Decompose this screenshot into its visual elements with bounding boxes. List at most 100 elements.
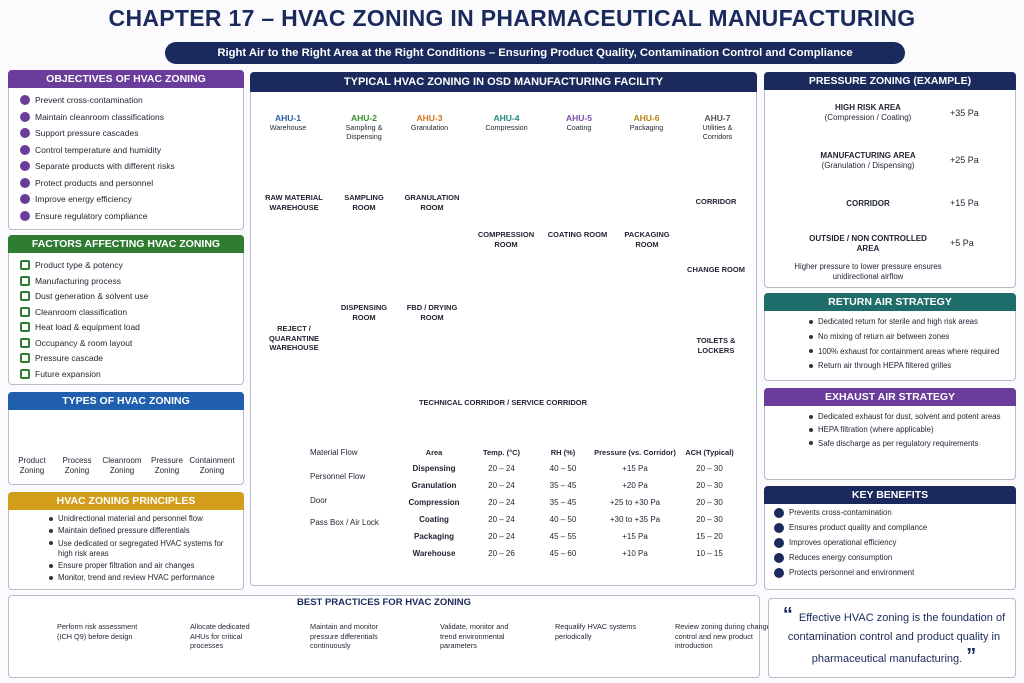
panel [8,70,244,230]
subtitle-banner: Right Air to the Right Area at the Right… [165,42,905,64]
item-icon [20,368,30,379]
table-cell-text: 20 – 24 [488,481,515,490]
table-header: RH (%) [550,448,576,457]
pressure-zone-sub: (Granulation / Dispensing) [821,160,915,170]
table-cell-text: 35 – 45 [549,498,577,507]
list-item: Safe discharge as per regulatory require… [808,439,1012,449]
bullet [49,529,53,534]
table-cell-text: 20 – 30 [696,464,723,473]
bullet [49,564,53,569]
table-cell-text: 45 – 55 [549,532,577,541]
list-item: Prevents cross-contamination [774,508,1010,518]
list-item: Separate products with different risks [20,161,180,172]
check-icon [774,508,784,518]
practice-text: Review zoning during change control and … [675,622,771,650]
table-header: Pressure (vs. Corridor) [594,448,676,457]
practice-text: Perform risk assessment (ICH Q9) before … [57,622,138,641]
ahu-id: AHU-6 [633,113,660,123]
list-item: Control temperature and humidity [20,144,180,156]
room-label: GRANULATION ROOM [404,193,460,212]
bullet [809,364,813,369]
practice-text: Maintain and monitor pressure differenti… [310,622,379,650]
table-cell-text: 45 – 60 [549,549,577,558]
panel-header: FACTORS AFFECTING HVAC ZONING [8,235,244,253]
list: Unidirectional material and personnel fl… [48,514,238,586]
pressure-zone-label: CORRIDOR [846,198,890,208]
legend-label: Door [310,496,328,505]
list-item: Improve energy efficiency [20,194,180,205]
page-title: CHAPTER 17 – HVAC ZONING IN PHARMACEUTIC… [108,5,916,31]
check-icon [20,210,30,221]
ahu-id: AHU-7 [704,113,731,123]
panel-header: RETURN AIR STRATEGY [764,293,1016,311]
pressure-zone-sub: (Compression / Coating) [824,113,912,122]
section-title: BEST PRACTICES FOR HVAC ZONING [297,597,471,608]
list-item: No mixing of return air between zones [808,332,1012,342]
ahu-name: Warehouse [269,123,307,132]
list-item: Product type & potency [20,260,185,271]
ahu-id: AHU-4 [493,113,520,123]
table-cell-text: Coating [419,515,449,524]
bullet [809,414,813,419]
check-icon [20,111,30,122]
table-cell-text: 15 – 20 [696,532,723,541]
list-item: Prevent cross-contamination [20,95,180,106]
panel-header: EXHAUST AIR STRATEGY [764,388,1016,406]
list-item: Unidirectional material and personnel fl… [48,514,238,524]
table-cell-text: 20 – 24 [488,532,515,541]
item-icon [20,322,30,332]
room-label: FBD / DRYING ROOM [406,303,458,322]
legend-label: Pass Box / Air Lock [310,518,379,527]
panel [768,598,1016,678]
ahu-name: Sampling & Dispensing [345,123,383,141]
type-label: Pressure Zoning [150,456,183,475]
table-cell-text: Warehouse [412,549,456,558]
room-label: DISPENSING ROOM [340,303,388,322]
check-icon [20,161,30,171]
list-item: Support pressure cascades [20,128,180,139]
bullet [49,576,53,581]
quote: “Effective HVAC zoning is the foundation… [780,605,1008,669]
type-label: Cleanroom Zoning [102,456,142,475]
table-cell-text: Dispensing [412,464,456,473]
list-item: Protects personnel and environment [774,568,1010,579]
list-item: Manufacturing process [20,275,185,287]
check-icon [20,144,30,155]
list: Prevents cross-contamination Ensures prod… [774,508,1010,583]
table-cell-text: +15 Pa [622,464,648,473]
table-cell-text: +15 Pa [622,532,648,541]
check-icon [20,95,30,105]
panel [8,235,244,385]
table-cell-text: 20 – 24 [488,464,515,473]
pressure-zone-label: MANUFACTURING AREA [820,150,916,160]
pressure-value: +5 Pa [950,238,974,248]
list-item: HEPA filtration (where applicable) [808,425,1012,435]
panel [250,72,757,586]
item-icon [20,353,30,363]
panel [8,595,760,678]
bullet [809,349,813,354]
list-item: Ensures product quality and compliance [774,523,1010,534]
list-item: Ensure regulatory compliance [20,210,180,222]
panel-header: PRESSURE ZONING (EXAMPLE) [764,72,1016,90]
check-icon [20,128,30,138]
list-item: Dedicated return for sterile and high ri… [808,317,1012,327]
ahu-id: AHU-1 [275,113,301,123]
practice-text: Requalify HVAC systems periodically [555,622,636,641]
room-label: SAMPLING ROOM [344,193,384,212]
ahu-name: Utilities & Corridors [702,123,733,141]
pressure-zone-label: HIGH RISK AREA [835,103,901,112]
item-icon [20,275,30,286]
room-label: CHANGE ROOM [687,264,745,274]
list-item: Ensure proper filtration and air changes [48,561,238,571]
check-icon [20,194,30,204]
room-label: RAW MATERIAL WAREHOUSE [265,193,323,212]
pressure-zone-text: MANUFACTURING AREA (Granulation / Dispens… [797,151,939,171]
table-cell-text: +30 to +35 Pa [609,515,661,524]
table-title: Typical Environmental Conditions (Exampl… [480,433,660,443]
check-icon [20,177,30,188]
item-icon [20,291,30,301]
pressure-zone-text: OUTSIDE / NON CONTROLLED AREA [797,234,939,254]
quote-text: Effective HVAC zoning is the foundation … [787,612,1006,665]
